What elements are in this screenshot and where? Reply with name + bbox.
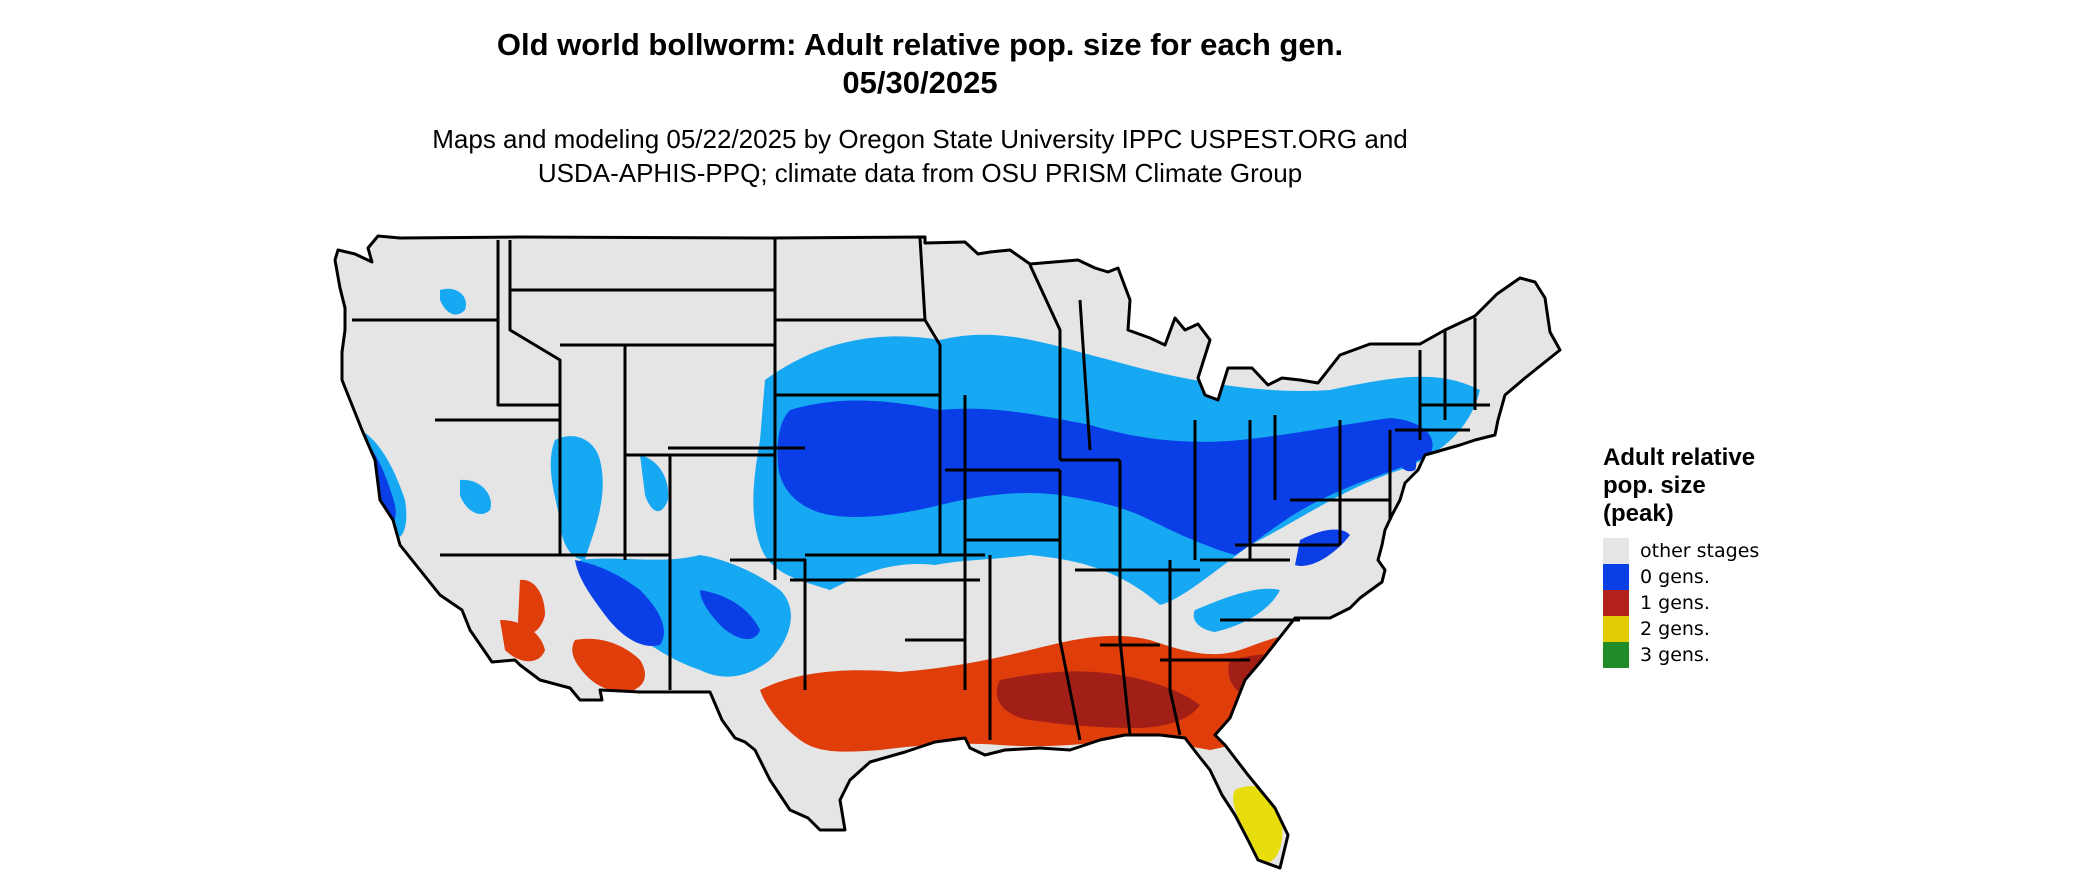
legend-swatch	[1603, 538, 1629, 564]
map-legend: Adult relative pop. size (peak) other st…	[1603, 444, 1863, 668]
map-subtitle: Maps and modeling 05/22/2025 by Oregon S…	[0, 122, 1840, 190]
legend-label: 2 gens.	[1640, 618, 1710, 640]
legend-item-2-gens: 2 gens.	[1603, 616, 1863, 642]
legend-label: other stages	[1640, 540, 1760, 562]
legend-title-line: Adult relative	[1603, 444, 1756, 471]
model-overlay	[360, 288, 1480, 888]
legend-label: 1 gens.	[1640, 592, 1710, 614]
state-borders	[333, 234, 1562, 870]
map-title-line-1: Old world bollworm: Adult relative pop. …	[496, 27, 1344, 62]
map-subtitle-line-2: USDA-APHIS-PPQ; climate data from OSU PR…	[537, 158, 1303, 188]
map-subtitle-line-1: Maps and modeling 05/22/2025 by Oregon S…	[432, 124, 1408, 154]
legend-item-3-gens: 3 gens.	[1603, 642, 1863, 668]
legend-item-1-gens: 1 gens.	[1603, 590, 1863, 616]
legend-swatch	[1603, 590, 1629, 616]
zone-yellow	[848, 776, 1283, 862]
legend-item-0-gens: 0 gens.	[1603, 564, 1863, 590]
legend-label: 3 gens.	[1640, 644, 1710, 666]
legend-label: 0 gens.	[1640, 566, 1710, 588]
legend-swatch	[1603, 564, 1629, 590]
map-title: Old world bollworm: Adult relative pop. …	[0, 26, 1840, 102]
legend-swatch	[1603, 642, 1629, 668]
legend-title-line: (peak)	[1603, 500, 1674, 527]
legend-item-other-stages: other stages	[1603, 538, 1863, 564]
legend-title-line: pop. size	[1603, 472, 1706, 499]
legend-title: Adult relative pop. size (peak)	[1603, 444, 1863, 528]
us-map	[333, 234, 1562, 888]
legend-swatch	[1603, 616, 1629, 642]
zone-green	[1243, 879, 1265, 888]
map-title-date: 05/30/2025	[842, 65, 998, 100]
